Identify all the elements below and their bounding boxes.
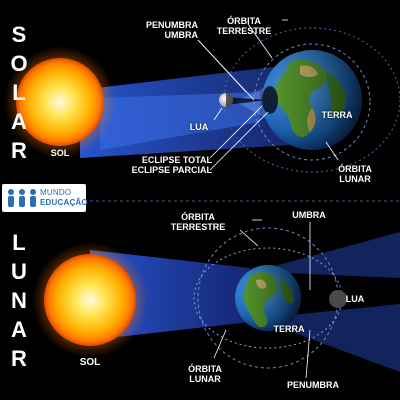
lunar-moon xyxy=(329,290,347,308)
solar-orbita-terrestre-pointer xyxy=(247,23,273,59)
solar-eclipse-total-pointer xyxy=(209,105,263,159)
solar-eclipse-types-label: ECLIPSE TOTAL ECLIPSE PARCIAL xyxy=(131,155,212,175)
lunar-earth xyxy=(235,265,301,331)
solar-penumbra-umbra-pointer-2 xyxy=(197,39,255,101)
lunar-lua-label: LUA xyxy=(345,294,365,304)
lunar-penumbra-pointer xyxy=(305,329,311,379)
lunar-umbra-label: UMBRA xyxy=(292,210,326,220)
solar-earth-orbit xyxy=(253,43,371,161)
solar-earth xyxy=(262,50,362,150)
solar-lua-label: LUA xyxy=(189,122,209,132)
lunar-orbita-terrestre-label: ÓRBITA TERRESTRE xyxy=(170,212,226,232)
solar-shadow-spot xyxy=(262,86,278,114)
solar-lua-pointer xyxy=(213,107,223,121)
solar-penumbra-umbra-label: PENUMBRA UMBRA xyxy=(145,20,198,40)
solar-orbita-lunar-pointer xyxy=(325,141,339,161)
logo-bottom-text: EDUCAÇÃO xyxy=(40,198,88,207)
solar-inner-beam xyxy=(100,92,260,150)
lunar-orbita-lunar-pointer xyxy=(213,329,227,359)
solar-umbra-cone xyxy=(226,97,268,105)
mundo-educacao-logo: MUNDO EDUCAÇÃO xyxy=(2,184,88,212)
logo-top-text: MUNDO xyxy=(40,188,72,197)
solar-sol-label: SOL xyxy=(50,148,70,158)
lunar-penumbra-label: PENUMBRA xyxy=(286,380,339,390)
solar-eclipse-panel xyxy=(4,19,400,173)
lunar-sol-label: SOL xyxy=(79,357,101,368)
lunar-terra-label: TERRA xyxy=(273,324,305,334)
solar-orbita-lunar-label: ÓRBITA LUNAR xyxy=(338,164,372,184)
lunar-side-title: LUNAR xyxy=(11,230,27,371)
solar-sun xyxy=(16,58,104,146)
solar-eclipse-parcial-pointer xyxy=(209,111,269,171)
lunar-orbita-terrestre-pointer xyxy=(239,229,259,247)
lunar-sun xyxy=(44,254,136,346)
solar-orbita-terrestre-label: ÓRBITA TERRESTRE xyxy=(216,16,272,36)
lunar-orbita-lunar-label: ÓRBITA LUNAR xyxy=(188,364,222,384)
solar-side-title: SOLAR xyxy=(10,22,28,163)
people-icon xyxy=(8,189,36,207)
solar-terra-label: TERRA xyxy=(321,110,353,120)
lunar-eclipse-panel xyxy=(32,219,400,379)
